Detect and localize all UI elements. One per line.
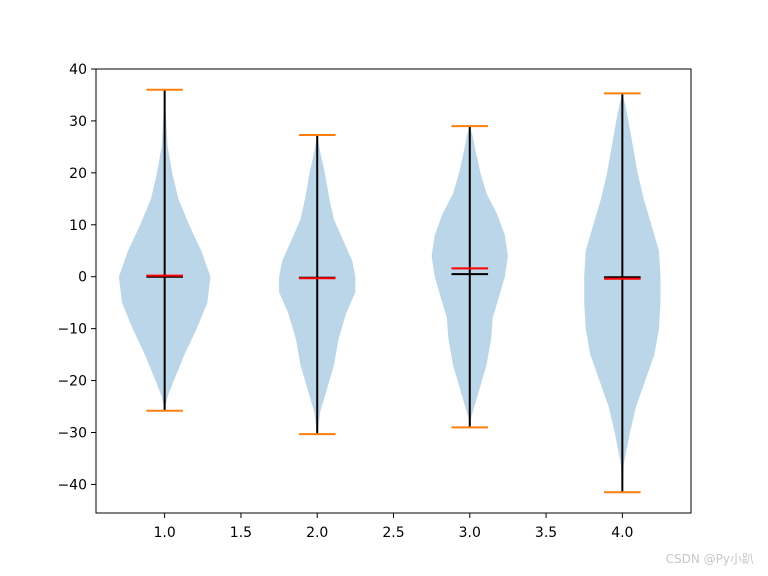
x-axis: 1.0 1.5 2.0 2.5 3.0 3.5 4.0 — [154, 513, 633, 541]
y-tick-label: 0 — [78, 270, 87, 286]
bar-layer — [146, 88, 641, 494]
y-axis: −40 −30 −20 −10 0 10 20 30 40 — [57, 62, 96, 493]
x-tick-label: 3.0 — [459, 525, 481, 541]
x-tick-label: 2.5 — [382, 525, 404, 541]
x-tick-label: 3.5 — [535, 525, 557, 541]
y-tick-label: −10 — [57, 322, 87, 338]
y-tick-label: −30 — [57, 426, 87, 442]
x-tick-label: 1.0 — [154, 525, 176, 541]
x-tick-label: 4.0 — [611, 525, 633, 541]
x-tick-label: 2.0 — [306, 525, 328, 541]
x-tick-label: 1.5 — [230, 525, 252, 541]
y-tick-label: 30 — [69, 114, 87, 130]
violin-layer — [118, 89, 661, 493]
y-tick-label: −20 — [57, 374, 87, 390]
plot-frame — [95, 68, 692, 514]
y-tick-label: 10 — [69, 218, 87, 234]
y-tick-label: −40 — [57, 477, 87, 493]
watermark-text: CSDN @Py小趴 — [665, 552, 754, 566]
y-tick-label: 40 — [69, 62, 87, 78]
y-tick-label: 20 — [69, 166, 87, 182]
